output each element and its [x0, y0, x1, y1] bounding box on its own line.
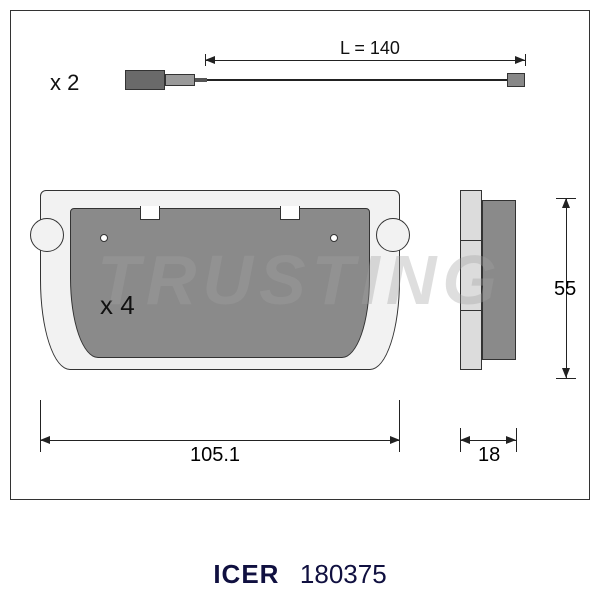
wear-sensor-drawing: x 2 L = 140	[40, 40, 560, 120]
diagram-canvas: x 2 L = 140 x 4	[0, 0, 600, 600]
sensor-body	[125, 70, 165, 90]
arrowhead-icon	[390, 436, 400, 444]
sensor-length-dim-line	[205, 60, 525, 61]
dimension-tick	[516, 428, 517, 452]
brand-name: ICER	[213, 559, 279, 590]
side-backplate	[460, 190, 482, 370]
arrowhead-icon	[515, 56, 525, 64]
arrowhead-icon	[506, 436, 516, 444]
extension-line	[40, 400, 41, 430]
sensor-pin	[195, 78, 207, 82]
width-value: 105.1	[190, 444, 240, 467]
dimension-line	[40, 440, 400, 441]
extension-line	[399, 400, 400, 430]
height-value: 55	[554, 278, 576, 301]
thickness-dimension: 18	[460, 420, 550, 470]
pad-ear-left	[30, 218, 64, 252]
rivet-hole	[330, 234, 338, 242]
side-groove	[460, 310, 482, 311]
product-footer: ICER 180375	[0, 559, 600, 590]
arrowhead-icon	[562, 368, 570, 378]
arrowhead-icon	[205, 56, 215, 64]
height-dimension: 55	[556, 178, 586, 378]
sensor-length-label: L = 140	[340, 38, 400, 59]
pad-ear-right	[376, 218, 410, 252]
part-number: 180375	[300, 559, 387, 590]
width-dimension: 105.1	[40, 420, 400, 470]
rivet-hole	[100, 234, 108, 242]
pad-notch	[140, 206, 160, 220]
arrowhead-icon	[460, 436, 470, 444]
sensor-quantity-label: x 2	[50, 70, 79, 96]
brake-pad-front-view: x 4	[40, 170, 400, 400]
arrowhead-icon	[40, 436, 50, 444]
sensor-length-tick-right	[525, 54, 526, 66]
thickness-value: 18	[478, 444, 500, 467]
sensor-wire	[207, 79, 507, 81]
side-friction-material	[482, 200, 516, 360]
side-groove	[460, 240, 482, 241]
sensor-tip	[165, 74, 195, 86]
dimension-tick	[556, 378, 576, 379]
arrowhead-icon	[562, 198, 570, 208]
pad-notch	[280, 206, 300, 220]
sensor-connector	[507, 73, 525, 87]
pad-quantity-label: x 4	[100, 290, 135, 321]
pad-friction-material	[70, 208, 370, 358]
brake-pad-side-view	[460, 170, 550, 400]
